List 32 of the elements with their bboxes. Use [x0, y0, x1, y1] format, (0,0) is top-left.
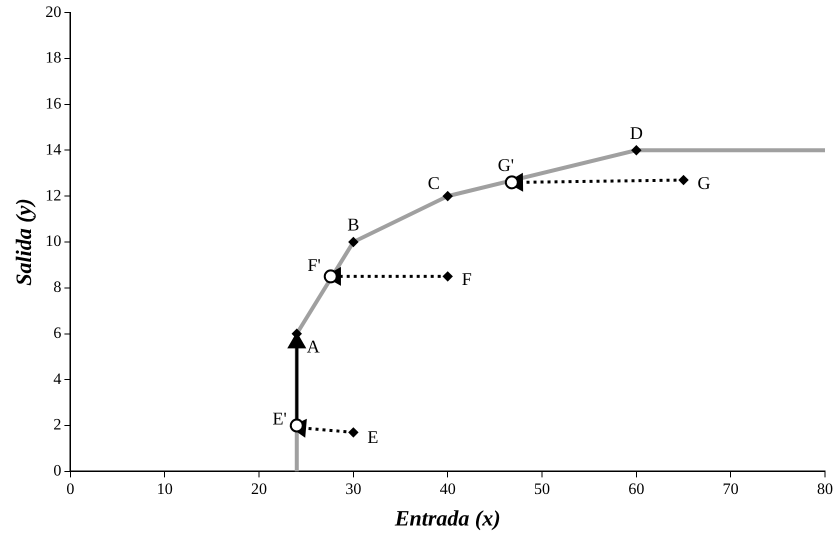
y-tick-label: 12 [45, 187, 62, 204]
x-tick-label: 10 [156, 481, 173, 498]
x-tick-label: 30 [345, 481, 362, 498]
annotation: A [306, 336, 320, 356]
y-tick-label: 18 [45, 50, 62, 67]
y-tick-label: 8 [53, 279, 62, 296]
annotation: G [698, 172, 711, 193]
x-tick-label: 20 [251, 481, 268, 498]
y-axis-title: Salida (y) [10, 198, 36, 286]
annotation: D [630, 122, 643, 143]
annotation: B [347, 214, 360, 235]
x-tick-label: 80 [817, 481, 833, 498]
x-axis-title: Entrada (x) [394, 505, 501, 530]
y-tick-label: 20 [45, 4, 62, 21]
x-tick-label: 40 [440, 481, 456, 498]
annotation: E [367, 427, 378, 448]
annotation: F' [307, 255, 321, 276]
y-tick-label: 14 [45, 141, 62, 158]
y-tick-label: 10 [45, 233, 62, 250]
x-tick-label: 50 [534, 481, 550, 498]
annotation: F [462, 269, 472, 290]
annotation: E' [272, 408, 287, 428]
y-tick-label: 0 [53, 462, 62, 480]
annotation: G' [498, 155, 514, 176]
y-tick-label: 6 [53, 324, 62, 342]
y-tick-label: 2 [53, 416, 62, 434]
y-tick-label: 16 [45, 96, 62, 113]
y-tick-label: 4 [53, 370, 62, 388]
annotation: C [428, 172, 440, 193]
x-tick-label: 70 [722, 481, 739, 498]
x-tick-label: 60 [628, 481, 644, 498]
x-tick-label: 0 [66, 481, 74, 498]
